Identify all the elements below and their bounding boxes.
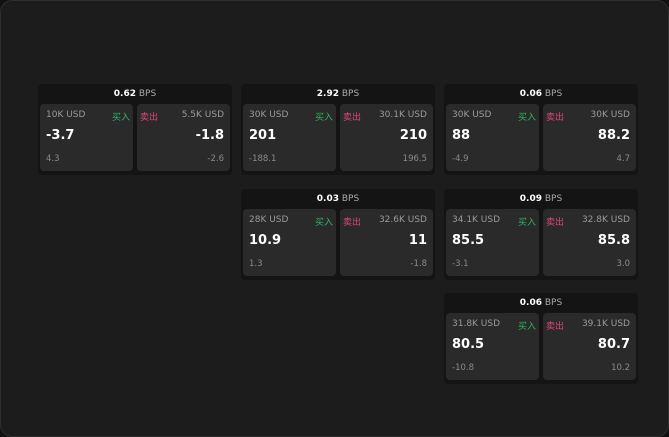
bid-price: 10.9 [249, 233, 282, 248]
bid-quantity: 10K USD [46, 110, 86, 120]
bid-quantity: 28K USD [249, 215, 289, 225]
ask-quantity: 32.8K USD [581, 215, 630, 225]
spread-value: 0.09 [519, 194, 542, 204]
spread-value: 0.06 [519, 89, 542, 99]
buy-cell[interactable]: 30K USD 买入 201 -188.1 [243, 104, 336, 171]
spread-header: 0.62 BPS [38, 84, 232, 104]
ask-price: 80.7 [597, 337, 630, 352]
ask-change: 196.5 [402, 154, 427, 164]
sell-cell[interactable]: 卖出 30.1K USD 210 196.5 [340, 104, 433, 171]
ask-quantity: 39.1K USD [581, 319, 630, 329]
ask-quantity: 30.1K USD [378, 110, 427, 120]
ask-change: 4.7 [616, 154, 630, 164]
ask-change: 3.0 [616, 259, 630, 269]
spread-header: 0.03 BPS [241, 189, 435, 209]
ask-change: 10.2 [611, 363, 630, 373]
buy-label: 买入 [314, 113, 333, 123]
bid-price: 88 [452, 128, 471, 143]
ask-change: -2.6 [207, 154, 224, 164]
buy-label: 买入 [111, 113, 130, 123]
ask-price: 85.8 [597, 233, 630, 248]
buy-cell[interactable]: 10K USD 买入 -3.7 4.3 [40, 104, 133, 171]
quote-card: 2.92 BPS 30K USD 买入 201 -188.1 卖出 30.1K … [241, 84, 435, 175]
bid-price: -3.7 [46, 128, 75, 143]
quote-card: 0.09 BPS 34.1K USD 买入 85.5 -3.1 卖出 32.8K… [444, 189, 638, 280]
sell-label: 卖出 [343, 113, 362, 123]
buy-label: 买入 [517, 322, 536, 332]
spread-value: 0.62 [113, 89, 136, 99]
bid-quantity: 31.8K USD [452, 319, 501, 329]
buy-label: 买入 [517, 218, 536, 228]
spread-value: 2.92 [316, 89, 339, 99]
bid-price: 80.5 [452, 337, 485, 352]
sell-cell[interactable]: 卖出 5.5K USD -1.8 -2.6 [137, 104, 230, 171]
buy-cell[interactable]: 31.8K USD 买入 80.5 -10.8 [446, 313, 539, 380]
spread-value: 0.03 [316, 194, 339, 204]
spread-header: 0.06 BPS [444, 84, 638, 104]
ask-price: 210 [399, 128, 427, 143]
spread-unit: BPS [341, 194, 360, 204]
ask-price: 11 [408, 233, 427, 248]
bid-change: -4.9 [452, 154, 469, 164]
bid-change: 1.3 [249, 259, 263, 269]
spread-header: 0.09 BPS [444, 189, 638, 209]
sell-label: 卖出 [546, 113, 565, 123]
bid-change: -10.8 [452, 363, 474, 373]
spread-header: 2.92 BPS [241, 84, 435, 104]
bid-change: -3.1 [452, 259, 469, 269]
buy-label: 买入 [314, 218, 333, 228]
buy-cell[interactable]: 30K USD 买入 88 -4.9 [446, 104, 539, 171]
buy-cell[interactable]: 34.1K USD 买入 85.5 -3.1 [446, 209, 539, 276]
quote-card: 0.06 BPS 30K USD 买入 88 -4.9 卖出 30K USD 8… [444, 84, 638, 175]
ask-quantity: 32.6K USD [378, 215, 427, 225]
ask-price: 88.2 [597, 128, 630, 143]
ask-quantity: 5.5K USD [181, 110, 224, 120]
spread-unit: BPS [544, 194, 563, 204]
sell-label: 卖出 [343, 218, 362, 228]
spread-unit: BPS [544, 89, 563, 99]
bid-price: 85.5 [452, 233, 485, 248]
sell-cell[interactable]: 卖出 32.6K USD 11 -1.8 [340, 209, 433, 276]
spread-unit: BPS [544, 298, 563, 308]
bid-price: 201 [249, 128, 277, 143]
ask-price: -1.8 [195, 128, 224, 143]
ask-change: -1.8 [410, 259, 427, 269]
spread-value: 0.06 [519, 298, 542, 308]
spread-unit: BPS [341, 89, 360, 99]
sell-cell[interactable]: 卖出 32.8K USD 85.8 3.0 [543, 209, 636, 276]
buy-label: 买入 [517, 113, 536, 123]
quote-card: 0.03 BPS 28K USD 买入 10.9 1.3 卖出 32.6K US… [241, 189, 435, 280]
quote-card: 0.06 BPS 31.8K USD 买入 80.5 -10.8 卖出 39.1… [444, 293, 638, 384]
bid-quantity: 30K USD [249, 110, 289, 120]
sell-label: 卖出 [546, 218, 565, 228]
sell-label: 卖出 [546, 322, 565, 332]
bid-change: 4.3 [46, 154, 60, 164]
bid-quantity: 34.1K USD [452, 215, 501, 225]
spread-header: 0.06 BPS [444, 293, 638, 313]
bid-quantity: 30K USD [452, 110, 492, 120]
ask-quantity: 30K USD [590, 110, 630, 120]
sell-cell[interactable]: 卖出 39.1K USD 80.7 10.2 [543, 313, 636, 380]
bid-change: -188.1 [249, 154, 277, 164]
quote-card: 0.62 BPS 10K USD 买入 -3.7 4.3 卖出 5.5K USD… [38, 84, 232, 175]
sell-label: 卖出 [140, 113, 159, 123]
sell-cell[interactable]: 卖出 30K USD 88.2 4.7 [543, 104, 636, 171]
spread-unit: BPS [138, 89, 157, 99]
buy-cell[interactable]: 28K USD 买入 10.9 1.3 [243, 209, 336, 276]
